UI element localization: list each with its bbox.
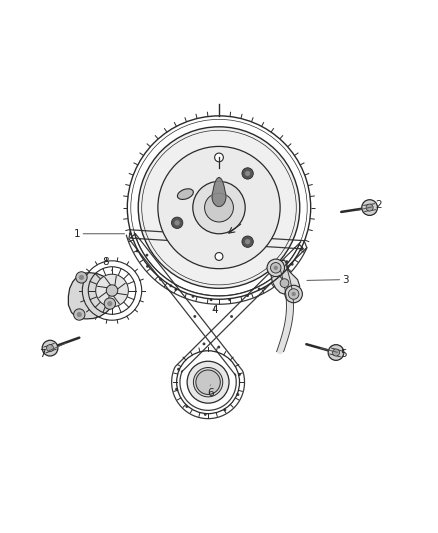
Text: 1: 1 [74, 229, 124, 239]
Text: 2: 2 [357, 200, 381, 211]
Text: 3: 3 [307, 274, 349, 285]
Circle shape [245, 171, 250, 176]
Circle shape [46, 345, 53, 352]
Circle shape [245, 239, 250, 244]
Circle shape [171, 217, 183, 229]
Text: 4: 4 [211, 305, 218, 315]
Circle shape [95, 274, 128, 307]
Circle shape [194, 368, 223, 397]
Circle shape [258, 288, 261, 290]
Circle shape [175, 388, 178, 391]
Circle shape [202, 343, 205, 345]
Circle shape [77, 312, 82, 317]
Circle shape [246, 294, 249, 297]
Circle shape [328, 345, 344, 360]
Circle shape [174, 288, 177, 291]
Ellipse shape [177, 189, 193, 199]
Circle shape [280, 279, 289, 287]
Circle shape [291, 292, 296, 296]
Circle shape [332, 349, 339, 356]
Circle shape [145, 254, 148, 256]
Circle shape [138, 127, 300, 288]
Circle shape [285, 285, 302, 303]
Circle shape [215, 253, 223, 261]
Circle shape [288, 289, 299, 299]
Text: 7: 7 [39, 343, 66, 359]
Circle shape [159, 278, 162, 281]
Circle shape [107, 301, 113, 306]
Text: 5: 5 [320, 348, 347, 359]
Circle shape [187, 361, 229, 403]
Polygon shape [271, 260, 300, 295]
Circle shape [291, 263, 293, 265]
Polygon shape [212, 177, 226, 206]
Circle shape [271, 263, 281, 273]
Circle shape [129, 232, 132, 236]
Circle shape [185, 405, 188, 408]
Circle shape [42, 340, 58, 356]
Circle shape [278, 276, 281, 279]
Circle shape [174, 220, 180, 225]
Text: 8: 8 [102, 257, 112, 271]
Circle shape [193, 181, 245, 234]
Circle shape [146, 265, 149, 268]
Circle shape [158, 147, 280, 269]
Circle shape [242, 168, 253, 179]
Circle shape [136, 249, 139, 253]
Circle shape [205, 193, 233, 222]
Circle shape [204, 413, 207, 416]
Circle shape [177, 368, 180, 370]
Circle shape [230, 315, 233, 318]
Circle shape [285, 260, 288, 263]
Circle shape [362, 200, 378, 215]
Circle shape [193, 315, 196, 318]
Circle shape [267, 259, 285, 277]
Circle shape [210, 298, 212, 301]
Circle shape [191, 295, 194, 298]
Polygon shape [68, 272, 116, 319]
Circle shape [79, 275, 84, 280]
Circle shape [228, 298, 231, 301]
Circle shape [242, 236, 253, 247]
Circle shape [238, 373, 241, 376]
Circle shape [217, 345, 220, 349]
Circle shape [366, 204, 373, 211]
Circle shape [196, 370, 220, 394]
Circle shape [104, 298, 116, 309]
Circle shape [74, 309, 85, 320]
Circle shape [237, 393, 240, 396]
Text: 6: 6 [207, 385, 214, 398]
Circle shape [76, 272, 87, 283]
Circle shape [274, 265, 278, 270]
Circle shape [215, 153, 223, 162]
Circle shape [106, 285, 118, 296]
Circle shape [300, 247, 304, 250]
Circle shape [263, 287, 266, 289]
Circle shape [170, 284, 172, 287]
Circle shape [223, 408, 226, 411]
